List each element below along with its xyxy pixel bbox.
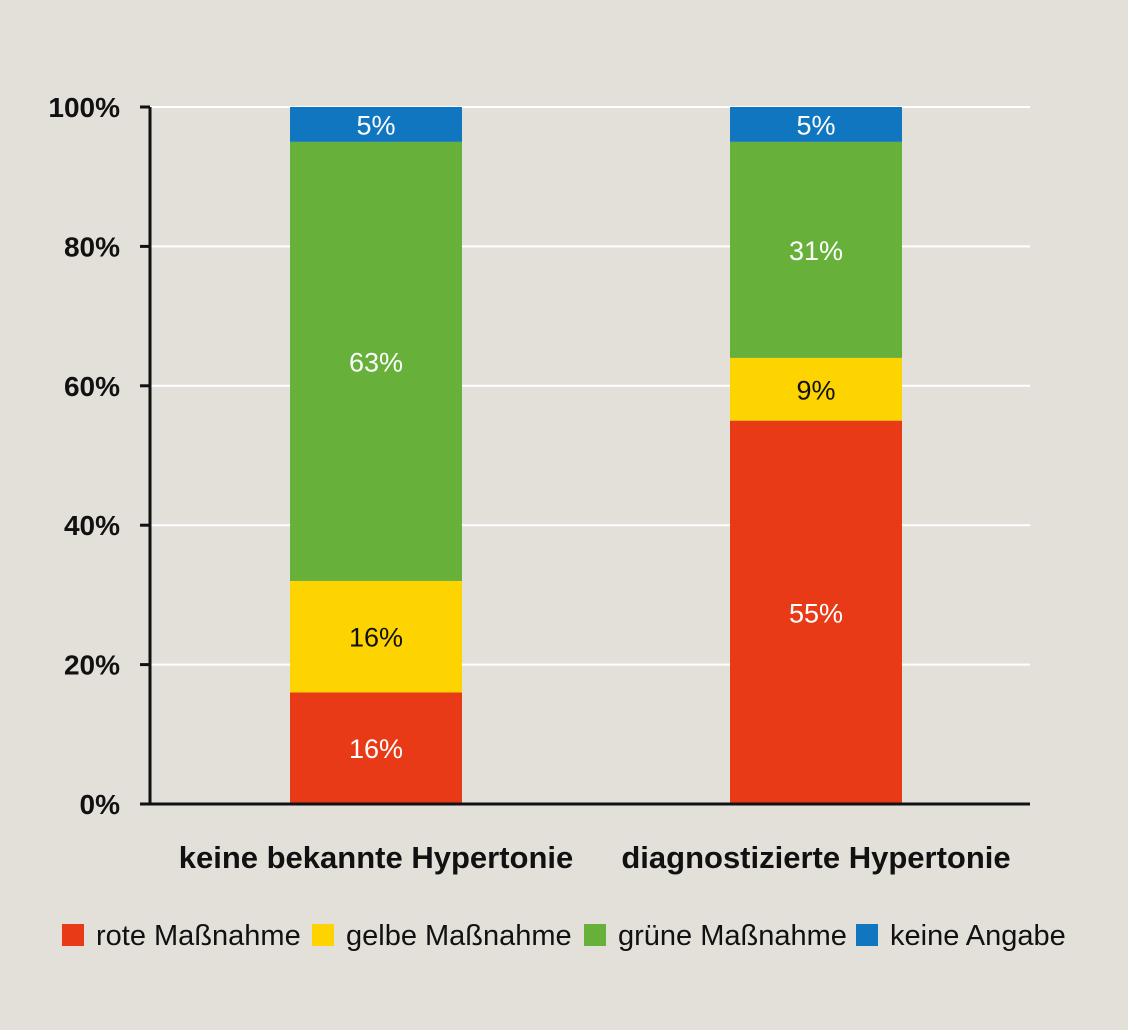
y-tick-label: 20% — [64, 650, 120, 681]
bar-segment — [730, 357, 902, 421]
legend-item: rote Maßnahme — [62, 920, 301, 952]
bar-segment-label: 63% — [349, 347, 403, 377]
legend-label: keine Angabe — [890, 920, 1066, 952]
legend-item: gelbe Maßnahme — [312, 920, 572, 952]
bar-segment-label: 5% — [796, 110, 835, 140]
legend-label: grüne Maßnahme — [618, 920, 847, 952]
y-tick-label: 40% — [64, 510, 120, 541]
category-labels: keine bekannte Hypertonie diagnostizierte… — [179, 840, 1011, 875]
bar-stack: 55% 9% 31% 5% — [730, 107, 902, 804]
bar-segment — [290, 580, 462, 693]
bar-segment-label: 16% — [349, 623, 403, 653]
legend-swatch — [62, 924, 84, 946]
legend-swatch — [856, 924, 878, 946]
bar-segment-label: 9% — [796, 375, 835, 405]
legend-item: keine Angabe — [856, 920, 1066, 952]
bar-segment — [730, 141, 902, 358]
bar-stack: 16% 16% 63% 5% — [290, 107, 462, 804]
bar-segment-label: 31% — [789, 236, 843, 266]
bar-segment-label: 5% — [356, 110, 395, 140]
legend-label: rote Maßnahme — [96, 920, 301, 952]
bar-segment — [730, 420, 902, 804]
legend-item: grüne Maßnahme — [584, 920, 847, 952]
legend: rote Maßnahme gelbe Maßnahme grüne Maßnahm… — [62, 920, 1066, 952]
x-category-label: keine bekannte Hypertonie — [179, 840, 574, 875]
x-category-label: diagnostizierte Hypertonie — [621, 840, 1010, 875]
legend-swatch — [584, 924, 606, 946]
y-tick-label: 80% — [64, 231, 120, 262]
y-tick-label: 60% — [64, 371, 120, 402]
y-tick-label: 0% — [80, 789, 121, 820]
bar-segment — [290, 107, 462, 142]
bar-segment — [290, 141, 462, 581]
y-tick-label: 100% — [48, 92, 120, 123]
legend-label: gelbe Maßnahme — [346, 920, 572, 952]
legend-swatch — [312, 924, 334, 946]
bar-segment — [730, 107, 902, 142]
axes — [140, 107, 1030, 806]
bar-segment-label: 16% — [349, 734, 403, 764]
bar-stacks: 16% 16% 63% 5% 55% 9% 31% 5% — [290, 107, 902, 804]
bar-segment — [290, 692, 462, 804]
y-axis-tick-labels: 0% 20% 40% 60% 80% 100% — [48, 92, 120, 820]
bar-segment-label: 55% — [789, 598, 843, 628]
